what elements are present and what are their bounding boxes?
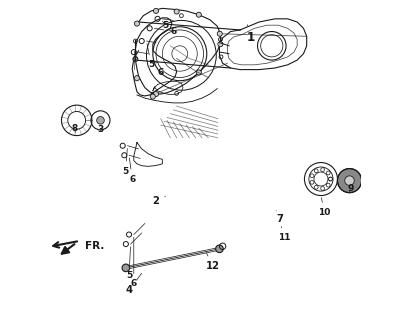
Text: 2: 2: [153, 196, 166, 206]
Circle shape: [345, 176, 354, 185]
Circle shape: [97, 116, 104, 124]
Text: 6: 6: [156, 61, 164, 77]
Circle shape: [217, 31, 222, 36]
Circle shape: [122, 264, 130, 272]
Text: 6: 6: [130, 237, 137, 288]
Circle shape: [216, 245, 223, 252]
Circle shape: [154, 92, 158, 97]
Circle shape: [337, 169, 362, 193]
Circle shape: [218, 42, 223, 47]
Circle shape: [196, 70, 201, 75]
Text: 9: 9: [347, 184, 354, 193]
Text: 12: 12: [206, 253, 220, 271]
Text: 5: 5: [147, 44, 154, 69]
Circle shape: [196, 12, 201, 17]
Text: 3: 3: [97, 125, 103, 134]
Text: 10: 10: [318, 198, 330, 217]
Circle shape: [133, 57, 138, 62]
Text: 11: 11: [278, 227, 291, 242]
Circle shape: [135, 21, 139, 26]
Text: 8: 8: [72, 124, 78, 133]
Text: 4: 4: [126, 273, 142, 295]
Text: 5: 5: [123, 148, 129, 176]
Circle shape: [154, 8, 158, 13]
Text: FR.: FR.: [84, 241, 104, 251]
Text: 6: 6: [169, 27, 177, 36]
Circle shape: [150, 94, 156, 99]
Circle shape: [174, 9, 179, 14]
Text: 1: 1: [247, 25, 255, 44]
Text: 7: 7: [276, 211, 283, 224]
Text: 5: 5: [126, 247, 132, 280]
Text: 6: 6: [129, 158, 135, 184]
Text: 5: 5: [162, 21, 168, 30]
Circle shape: [135, 76, 139, 81]
